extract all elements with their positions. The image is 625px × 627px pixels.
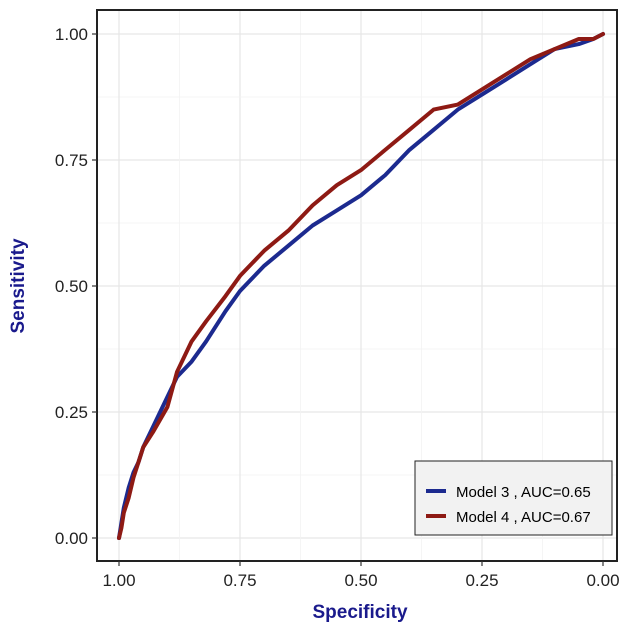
x-axis-title: Specificity (312, 602, 407, 623)
x-axis-ticks: 1.00 0.75 0.50 0.25 0.00 (102, 561, 620, 590)
grid (97, 10, 617, 561)
x-tick-label: 0.25 (465, 571, 498, 590)
y-tick-label: 1.00 (55, 25, 88, 44)
x-tick-label: 0.75 (223, 571, 256, 590)
y-tick-label: 0.00 (55, 529, 88, 548)
legend: Model 3 , AUC=0.65 Model 4 , AUC=0.67 (414, 460, 613, 536)
x-tick-label: 1.00 (102, 571, 135, 590)
y-tick-label: 0.50 (55, 277, 88, 296)
series-line-model-4 (117, 32, 605, 540)
legend-label-model-4: Model 4 , AUC=0.67 (456, 509, 591, 526)
y-axis-title: Sensitivity (8, 238, 29, 333)
series-layer (117, 32, 605, 540)
y-axis-ticks: 0.00 0.25 0.50 0.75 1.00 (55, 25, 97, 548)
legend-box (414, 460, 613, 536)
y-tick-label: 0.25 (55, 403, 88, 422)
x-tick-label: 0.50 (344, 571, 377, 590)
legend-label-model-3: Model 3 , AUC=0.65 (456, 484, 591, 501)
x-tick-label: 0.00 (586, 571, 619, 590)
y-tick-label: 0.75 (55, 151, 88, 170)
